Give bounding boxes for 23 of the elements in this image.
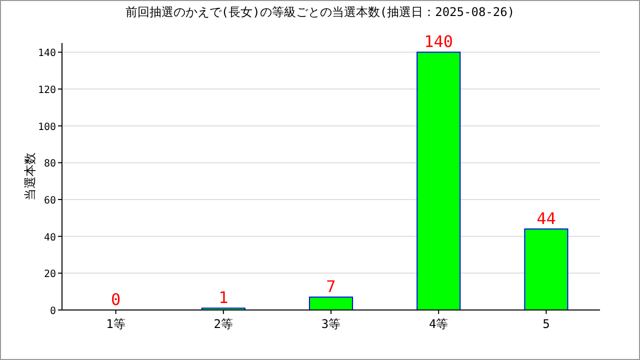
bar bbox=[308, 296, 354, 310]
bar bbox=[416, 52, 461, 310]
bar bbox=[524, 228, 568, 310]
x-tick-label: 4等 bbox=[428, 317, 448, 331]
x-tick-label: 3等 bbox=[321, 317, 341, 331]
y-tick-label: 60 bbox=[44, 196, 56, 207]
y-tick-label: 0 bbox=[50, 306, 56, 317]
data-label: 44 bbox=[536, 208, 556, 228]
y-tick-label: 100 bbox=[38, 122, 56, 133]
data-label: 1 bbox=[218, 288, 228, 308]
y-tick-label: 120 bbox=[38, 85, 56, 96]
y-tick-label: 80 bbox=[44, 158, 56, 170]
y-tick-label: 20 bbox=[44, 269, 56, 280]
x-tick-label: 1等 bbox=[106, 317, 126, 331]
x-tick-label: 2等 bbox=[214, 317, 234, 331]
y-tick-label: 140 bbox=[38, 48, 56, 60]
chart-title: 前回抽選のかえで(長女)の等級ごとの当選本数(抽選日：2025-08-26) bbox=[125, 5, 515, 19]
x-tick-label: 5 bbox=[542, 317, 550, 331]
data-label: 0 bbox=[110, 290, 121, 309]
data-label: 7 bbox=[326, 277, 336, 296]
data-label: 140 bbox=[424, 32, 454, 52]
y-axis-title: 当選本数 bbox=[23, 152, 37, 200]
y-tick-label: 40 bbox=[44, 232, 56, 244]
